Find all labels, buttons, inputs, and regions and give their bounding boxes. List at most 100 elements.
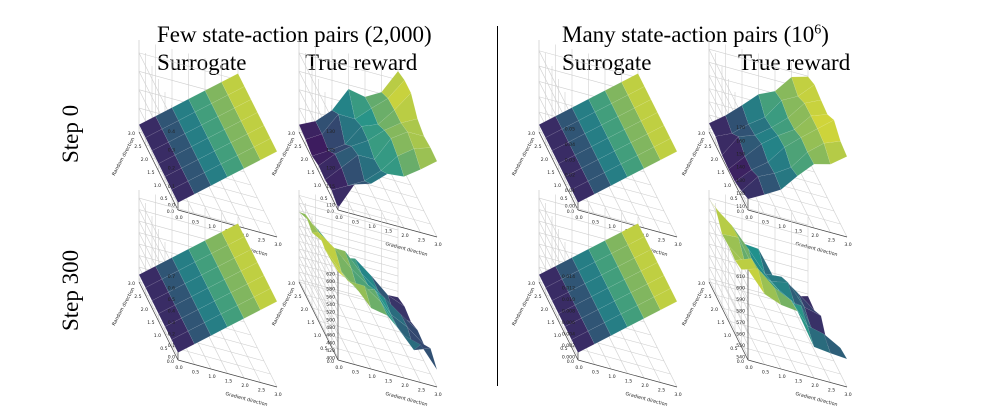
y-axis-label: Random direction: [271, 137, 296, 177]
x-tick-label: 0.5: [592, 370, 599, 376]
y-tick-label: 1.5: [717, 170, 724, 176]
x-tick-label: 2.5: [258, 238, 265, 244]
z-tick-label: 0.0: [168, 355, 175, 361]
y-tick-label: 1.5: [307, 320, 314, 326]
x-tick-label: 1.5: [385, 229, 392, 235]
grid-line: [538, 278, 579, 357]
y-tick-label: 0.5: [560, 196, 567, 202]
z-tick-label: 560: [326, 294, 335, 300]
grid-line: [298, 52, 399, 81]
y-tick-label: 1.0: [154, 183, 161, 189]
z-tick-label: 610: [736, 274, 745, 280]
z-tick-label: 540: [736, 355, 745, 361]
x-tick-label: 1.5: [225, 379, 232, 385]
x-tick-label: 1.0: [208, 224, 215, 230]
z-tick-label: 0.3: [168, 320, 175, 326]
x-tick-label: 0.0: [745, 215, 752, 221]
y-axis-line: [298, 281, 339, 361]
z-tick-label: 400: [326, 356, 335, 362]
grid-line: [298, 210, 339, 289]
y-tick-label: 2.5: [704, 144, 711, 150]
grid-line: [708, 209, 749, 288]
z-tick-label: 130: [736, 178, 745, 184]
z-tick-label: 160: [736, 138, 745, 144]
grid-line: [298, 256, 339, 335]
surface-cell: [394, 92, 418, 124]
z-tick-label: 550: [736, 343, 745, 349]
y-axis-line: [138, 281, 179, 361]
y-tick-label: 0.5: [730, 346, 737, 352]
z-tick-label: 0.006: [562, 320, 575, 326]
title-many-pairs: Many state-action pairs (106): [562, 22, 829, 48]
y-tick-label: 0.0: [327, 209, 334, 215]
surface-cell: [247, 125, 271, 148]
title-many-exponent: 6: [814, 22, 822, 38]
y-tick-label: 3.0: [128, 281, 135, 287]
surface-cell: [400, 314, 425, 345]
y-tick-label: 0.0: [167, 209, 174, 215]
x-axis-line: [337, 359, 438, 388]
y-tick-label: 1.0: [554, 183, 561, 189]
z-tick-label: 0.000: [562, 355, 575, 361]
z-tick-label: 0.05: [565, 127, 575, 133]
x-tick-label: 2.5: [418, 238, 425, 244]
y-tick-label: 0.5: [730, 196, 737, 202]
surface-mesh: [538, 223, 678, 353]
x-tick-label: 2.0: [241, 233, 248, 239]
grid-line: [298, 279, 339, 358]
surface-cell: [823, 333, 848, 360]
y-tick-label: 0.5: [560, 346, 567, 352]
grid-line: [538, 50, 639, 79]
surface-cell: [627, 236, 652, 259]
y-tick-label: 1.5: [307, 170, 314, 176]
grid-line: [708, 243, 749, 323]
grid-line: [708, 278, 749, 357]
y-axis-label: Random direction: [111, 137, 136, 177]
z-tick-label: 0.2: [168, 332, 175, 338]
grid-line: [807, 158, 848, 238]
x-tick-label: 3.0: [844, 392, 851, 398]
y-tick-label: 0.0: [737, 359, 744, 365]
surface-mesh: [298, 211, 438, 370]
x-tick-label: 2.5: [828, 388, 835, 394]
y-axis-line: [708, 281, 749, 361]
y-tick-label: 2.5: [134, 144, 141, 150]
z-tick-label: 110: [326, 202, 335, 208]
grid-line: [298, 241, 339, 320]
x-tick-label: 0.0: [335, 365, 342, 371]
surface-cell: [823, 141, 848, 165]
x-tick-label: 1.5: [385, 379, 392, 385]
z-tick-label: 0.04: [565, 142, 575, 148]
grid-line: [298, 233, 399, 261]
x-tick-label: 2.0: [241, 383, 248, 389]
y-tick-label: 1.0: [554, 333, 561, 339]
y-axis-line: [708, 131, 749, 211]
z-tick-label: 480: [326, 325, 335, 331]
y-tick-label: 0.5: [160, 346, 167, 352]
grid-line: [138, 126, 179, 205]
x-tick-label: 2.0: [641, 233, 648, 239]
x-tick-label: 2.5: [258, 388, 265, 394]
x-tick-label: 0.5: [762, 220, 769, 226]
x-tick-label: 2.5: [828, 238, 835, 244]
z-tick-label: 110: [736, 204, 745, 210]
z-tick-label: 130: [326, 129, 335, 135]
x-tick-label: 2.0: [401, 383, 408, 389]
x-tick-label: 0.5: [192, 370, 199, 376]
y-tick-label: 1.5: [547, 170, 554, 176]
y-tick-label: 2.5: [294, 144, 301, 150]
grid-line: [708, 266, 749, 346]
grid-line: [298, 264, 339, 343]
y-tick-label: 3.0: [698, 281, 705, 287]
x-tick-label: 1.5: [795, 229, 802, 235]
y-tick-label: 2.0: [301, 307, 308, 313]
surface-panel-6: 0.0 0.5 1.0 1.5 2.0 2.5 3.0 0.0 0.5 1.0 1.5 2.0 2.5 3…: [271, 190, 442, 408]
z-tick-label: 125: [326, 147, 335, 153]
grid-line: [637, 158, 678, 238]
column-label-true-reward-few: True reward: [305, 50, 418, 75]
x-tick-label: 0.0: [745, 365, 752, 371]
y-tick-label: 3.0: [528, 281, 535, 287]
grid-line: [708, 197, 809, 226]
z-tick-label: 0.4: [168, 309, 175, 315]
x-tick-label: 0.5: [192, 220, 199, 226]
